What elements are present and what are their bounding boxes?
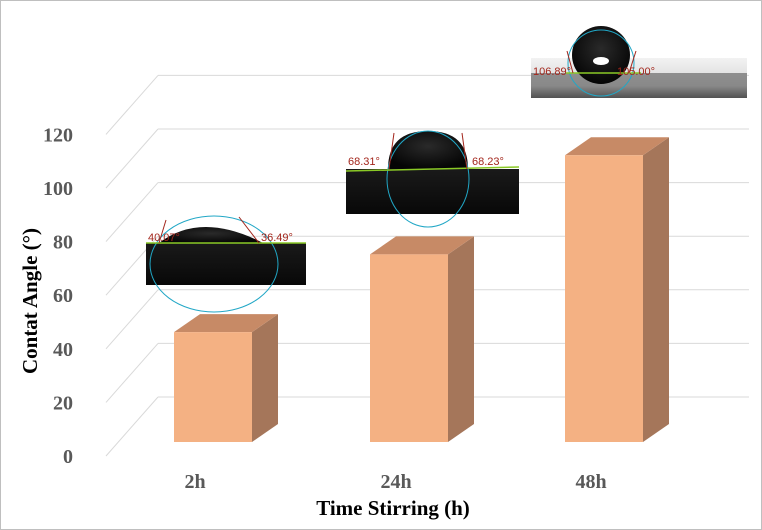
bar-front bbox=[174, 332, 252, 442]
left-contact-angle: 68.31° bbox=[348, 156, 380, 168]
bar-top bbox=[174, 314, 278, 333]
right-contact-angle: 36.49° bbox=[261, 232, 293, 244]
right-contact-angle: 68.23° bbox=[472, 156, 504, 168]
bar-top bbox=[370, 236, 474, 255]
bar-48h bbox=[565, 137, 669, 443]
bar-side bbox=[448, 236, 474, 442]
left-contact-angle: 106.89° bbox=[533, 66, 571, 78]
bar-top bbox=[565, 137, 669, 156]
x-tick-labels: 2h 24h 48h bbox=[184, 471, 606, 493]
left-contact-angle: 40.07° bbox=[148, 232, 180, 244]
y-tick-label: 20 bbox=[53, 392, 73, 414]
x-tick-label: 2h bbox=[184, 471, 205, 493]
x-tick-label: 48h bbox=[575, 471, 606, 493]
x-axis-title: Time Stirring (h) bbox=[316, 496, 470, 520]
bar-front bbox=[370, 254, 448, 442]
right-contact-angle: 105.00° bbox=[617, 66, 655, 78]
y-axis-title: Contat Angle (°) bbox=[18, 228, 42, 374]
droplet-photos: 40.07° 36.49° 68.31° 68.23° 106.89° 105.00° bbox=[146, 26, 747, 313]
y-tick-label: 60 bbox=[53, 285, 73, 307]
y-tick-label: 80 bbox=[53, 232, 73, 254]
gridline bbox=[105, 128, 749, 189]
bar-2h bbox=[174, 314, 278, 442]
bar-side bbox=[643, 137, 669, 443]
y-tick-labels: 0 20 40 60 80 100 120 bbox=[43, 124, 73, 468]
x-tick-label: 24h bbox=[380, 471, 411, 493]
y-tick-label: 0 bbox=[63, 446, 73, 468]
droplet-photo-24h: 68.31° 68.23° bbox=[345, 130, 520, 228]
y-tick-label: 40 bbox=[53, 339, 73, 361]
droplet-photo-48h: 106.89° 105.00° bbox=[531, 26, 747, 98]
bar-side bbox=[252, 314, 278, 442]
y-tick-label: 120 bbox=[43, 124, 73, 146]
droplet-photo-2h: 40.07° 36.49° bbox=[146, 215, 306, 313]
bars bbox=[174, 137, 669, 443]
bar-front bbox=[565, 155, 643, 443]
y-tick-label: 100 bbox=[43, 178, 73, 200]
bar-24h bbox=[370, 236, 474, 442]
